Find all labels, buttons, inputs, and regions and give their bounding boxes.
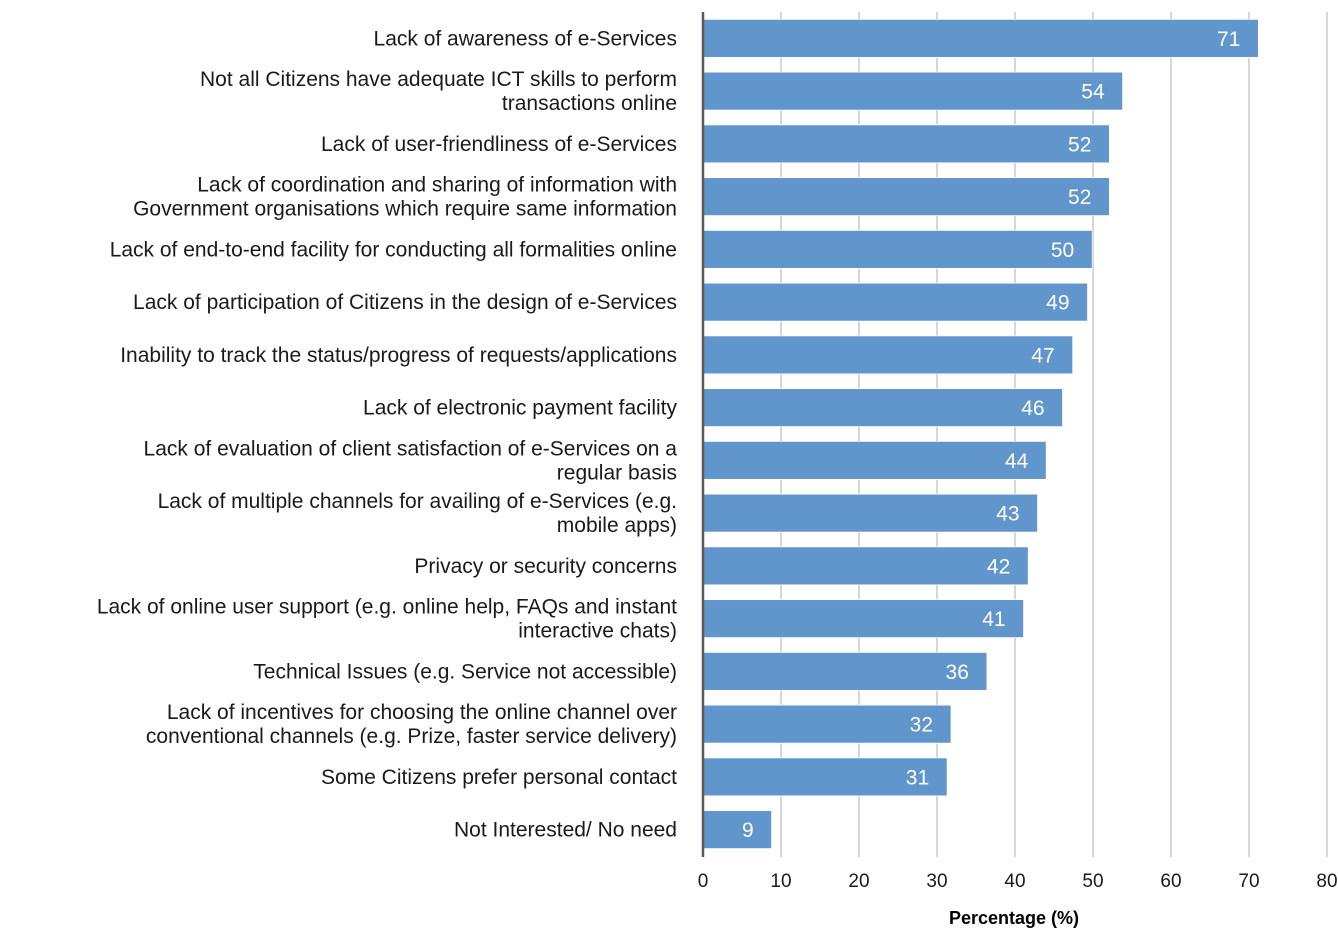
- bars: 71 54 52 52 50 49 47 46 44 43 42 41 36 32 31 9: [702, 18, 1259, 850]
- x-tick-label: 0: [698, 871, 709, 892]
- bar-value-label: 36: [946, 661, 969, 684]
- bar: [702, 71, 1124, 111]
- category-label: mobile apps): [557, 514, 677, 537]
- bar: [702, 282, 1088, 322]
- category-label: Lack of online user support (e.g. online…: [97, 596, 677, 619]
- bar: [702, 18, 1259, 58]
- category-label: interactive chats): [518, 620, 677, 643]
- x-tick-label: 40: [1004, 871, 1025, 892]
- x-tick-label: 20: [848, 871, 869, 892]
- bar: [702, 599, 1024, 639]
- category-label: Lack of evaluation of client satisfactio…: [144, 437, 678, 460]
- category-label: Lack of participation of Citizens in the…: [133, 291, 677, 314]
- x-tick-label: 60: [1160, 871, 1181, 892]
- bar: [702, 388, 1063, 428]
- category-label: Technical Issues (e.g. Service not acces…: [253, 660, 677, 683]
- bar-value-label: 52: [1068, 186, 1091, 209]
- bar-value-label: 41: [982, 608, 1005, 631]
- bar-value-label: 50: [1051, 239, 1074, 262]
- category-label: Lack of user-friendliness of e-Services: [321, 133, 677, 156]
- bar: [702, 757, 948, 797]
- bar-value-label: 54: [1081, 81, 1105, 104]
- category-labels: Lack of awareness of e-Services Not all C…: [97, 27, 678, 841]
- bar: [702, 493, 1039, 533]
- bar-value-label: 31: [906, 766, 929, 789]
- x-tick-labels: 0 10 20 30 40 50 60 70 80: [698, 871, 1338, 892]
- category-label: transactions online: [502, 92, 677, 115]
- x-tick-label: 50: [1082, 871, 1103, 892]
- category-label: regular basis: [557, 461, 677, 484]
- bar-value-label: 9: [742, 819, 754, 842]
- category-label: Some Citizens prefer personal contact: [321, 766, 677, 789]
- bar-value-label: 42: [987, 555, 1010, 578]
- category-label: Government organisations which require s…: [133, 198, 677, 221]
- bar-value-label: 47: [1031, 344, 1054, 367]
- category-label: Lack of incentives for choosing the onli…: [167, 701, 677, 724]
- category-label: Lack of electronic payment facility: [363, 397, 677, 420]
- bar: [702, 229, 1093, 269]
- x-tick-label: 80: [1316, 871, 1337, 892]
- category-label: Privacy or security concerns: [414, 555, 677, 578]
- category-label: Lack of end-to-end facility for conducti…: [110, 238, 677, 261]
- category-label: Lack of awareness of e-Services: [374, 27, 677, 50]
- bar: [702, 124, 1110, 164]
- bar-value-label: 46: [1021, 397, 1044, 420]
- x-axis-title: Percentage (%): [949, 908, 1079, 928]
- bar-value-label: 52: [1068, 133, 1091, 156]
- x-tick-label: 30: [926, 871, 947, 892]
- category-label: Lack of multiple channels for availing o…: [158, 490, 677, 513]
- x-tick-label: 70: [1238, 871, 1259, 892]
- bar: [702, 810, 773, 850]
- bar: [702, 546, 1029, 586]
- bar: [702, 440, 1047, 480]
- bar-value-label: 44: [1005, 450, 1029, 473]
- bar-value-label: 32: [910, 714, 933, 737]
- bar: [702, 651, 988, 691]
- bar-value-label: 43: [996, 503, 1019, 526]
- category-label: Inability to track the status/progress o…: [120, 344, 677, 367]
- bar-value-label: 71: [1217, 28, 1240, 51]
- bar: [702, 177, 1110, 217]
- bar-value-label: 49: [1046, 292, 1069, 315]
- category-label: Lack of coordination and sharing of info…: [197, 174, 677, 197]
- category-label: conventional channels (e.g. Prize, faste…: [146, 725, 677, 748]
- bar: [702, 335, 1074, 375]
- category-label: Not Interested/ No need: [454, 819, 677, 842]
- x-tick-label: 10: [770, 871, 791, 892]
- category-label: Not all Citizens have adequate ICT skill…: [200, 68, 677, 91]
